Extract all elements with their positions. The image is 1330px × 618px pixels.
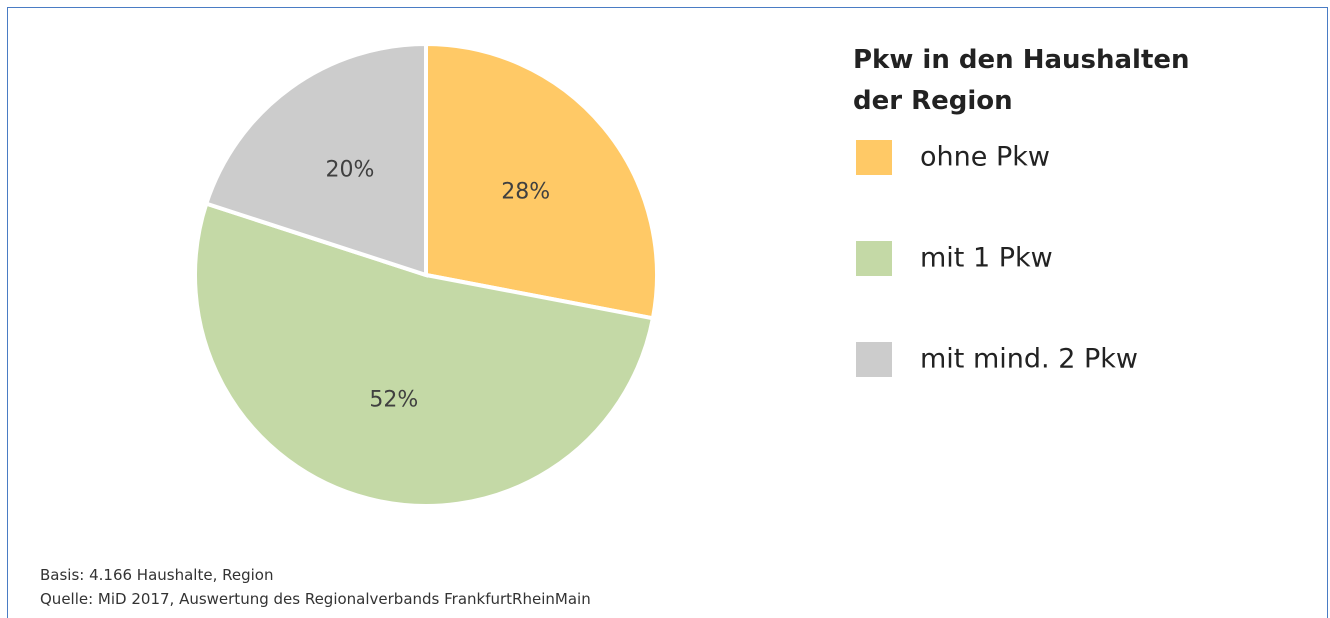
legend-swatch — [856, 241, 892, 276]
chart-title: Pkw in den Haushalten der Region — [853, 45, 1190, 116]
frame — [7, 7, 1328, 618]
note: Quelle: MiD 2017, Auswertung des Regiona… — [40, 590, 591, 608]
data-label: 28% — [501, 180, 550, 205]
legend-label: ohne Pkw — [920, 142, 1050, 173]
pie-slice — [424, 41, 659, 321]
data-label: 20% — [326, 157, 375, 182]
legend-swatch — [856, 140, 892, 175]
data-label: 52% — [369, 387, 418, 412]
note: Basis: 4.166 Haushalte, Region — [40, 566, 274, 584]
pie-slice — [203, 41, 428, 278]
legend-label: mit 1 Pkw — [920, 243, 1053, 274]
legend-swatch — [856, 342, 892, 377]
legend-label: mit mind. 2 Pkw — [920, 344, 1138, 375]
pie-slice — [193, 201, 656, 508]
